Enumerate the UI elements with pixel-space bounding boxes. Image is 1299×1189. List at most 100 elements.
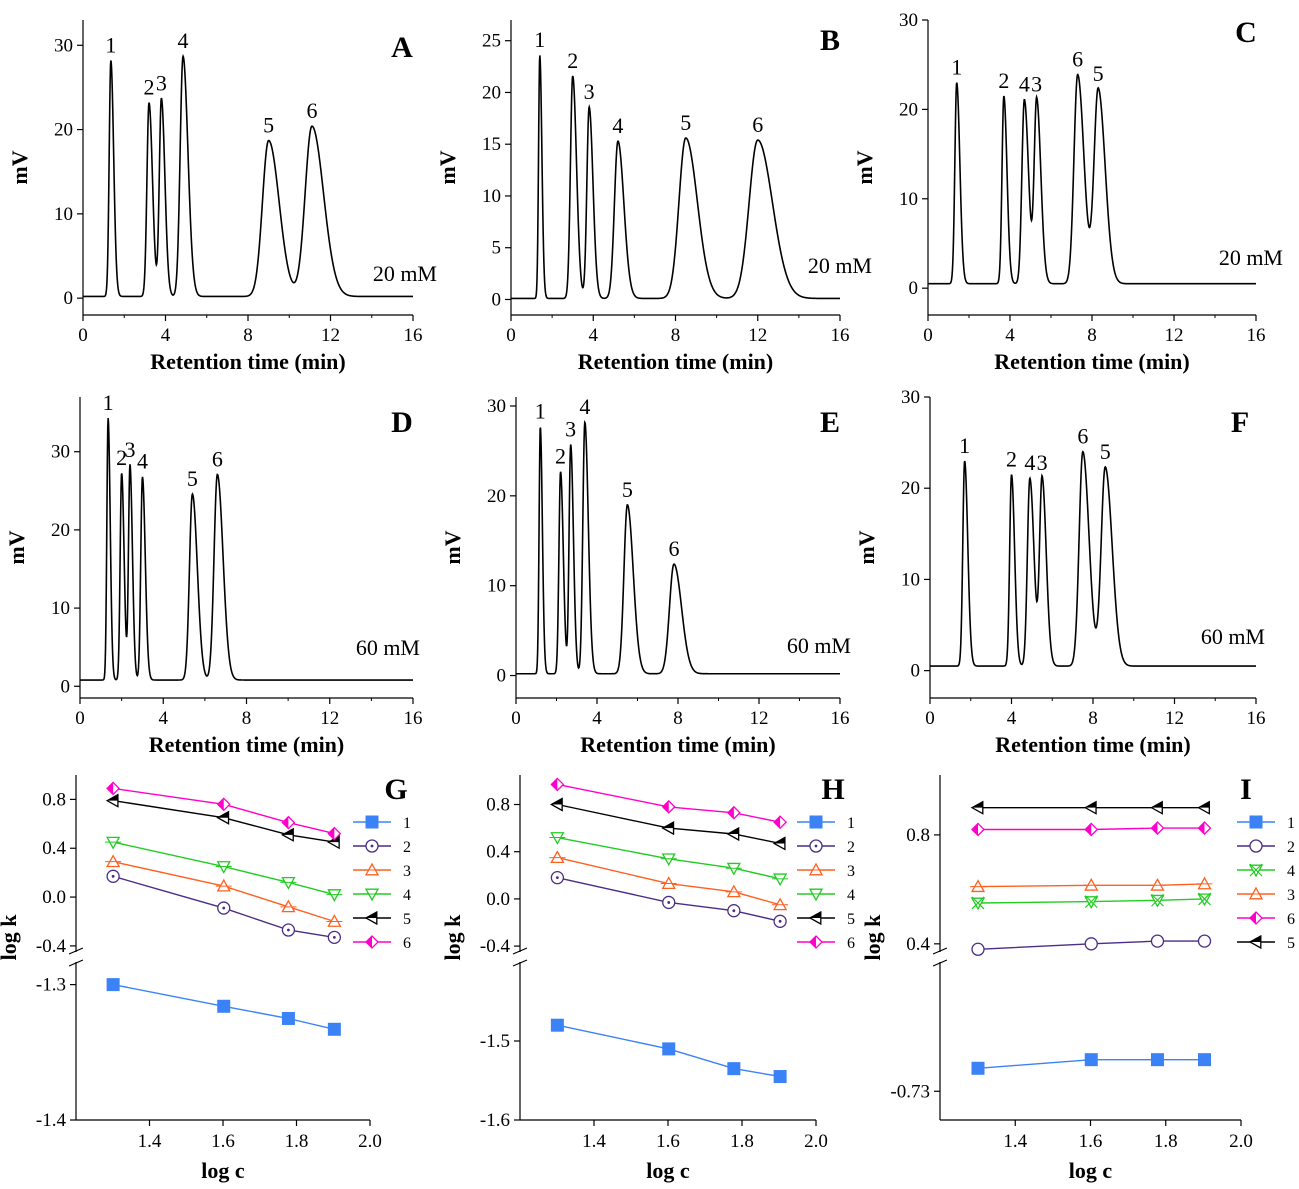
data-point bbox=[327, 914, 342, 927]
series-1 bbox=[550, 1018, 787, 1084]
x-tick-label: 1.4 bbox=[138, 1131, 162, 1152]
x-tick-label: 12 bbox=[1165, 708, 1184, 729]
series-line bbox=[112, 861, 335, 923]
data-point bbox=[1197, 934, 1212, 948]
x-tick-label: 16 bbox=[831, 708, 850, 729]
data-point-half bbox=[1250, 936, 1261, 942]
series-6 bbox=[550, 777, 788, 830]
chromatogram-trace bbox=[928, 73, 1256, 285]
data-point-half bbox=[972, 801, 983, 808]
legend-entry: 1 bbox=[1237, 815, 1295, 832]
peak-label: 6 bbox=[306, 98, 317, 123]
y-tick-label: 0.4 bbox=[906, 934, 930, 955]
x-tick-label: 1.4 bbox=[582, 1131, 606, 1152]
data-point-half bbox=[810, 912, 821, 918]
data-point-center bbox=[555, 876, 559, 880]
peak-label: 5 bbox=[187, 466, 198, 491]
panel-letter: D bbox=[391, 406, 413, 439]
series-line bbox=[112, 799, 335, 843]
data-point bbox=[217, 999, 231, 1013]
y-tick-label: 0.0 bbox=[486, 889, 510, 910]
series-line bbox=[557, 836, 781, 880]
y-axis-title: log k bbox=[860, 914, 885, 961]
x-tick-label: 0 bbox=[511, 708, 521, 729]
axis-break-mark bbox=[68, 947, 84, 955]
legend-entry: 1 bbox=[353, 815, 411, 832]
peak-label: 2 bbox=[116, 445, 127, 470]
data-point bbox=[216, 861, 231, 874]
y-tick-label: 15 bbox=[482, 134, 501, 155]
y-tick-label: -1.4 bbox=[36, 1110, 67, 1131]
x-axis-title: log c bbox=[646, 1158, 690, 1183]
x-tick-label: 4 bbox=[159, 708, 169, 729]
series-line bbox=[557, 783, 781, 823]
legend-label: 2 bbox=[403, 839, 411, 856]
legend-entry: 3 bbox=[353, 862, 411, 880]
series-line bbox=[112, 841, 335, 896]
x-tick-label: 2.0 bbox=[1229, 1131, 1253, 1152]
legend-label: 4 bbox=[403, 887, 411, 904]
peak-label: 3 bbox=[565, 417, 576, 442]
x-tick-label: 4 bbox=[592, 708, 602, 729]
peak-label: 4 bbox=[1024, 450, 1035, 475]
y-tick-label: 20 bbox=[487, 486, 506, 507]
peak-label: 6 bbox=[1077, 424, 1088, 449]
data-point-half bbox=[1198, 822, 1205, 835]
data-point bbox=[364, 888, 380, 902]
panel-letter: C bbox=[1235, 16, 1257, 49]
data-point-center bbox=[814, 844, 818, 848]
legend-label: 6 bbox=[1287, 911, 1295, 928]
series-line bbox=[112, 983, 335, 1030]
concentration-label: 60 mM bbox=[1201, 624, 1265, 649]
y-tick-label: 20 bbox=[901, 478, 920, 499]
data-point-cross bbox=[1084, 895, 1098, 909]
legend-entry: 3 bbox=[797, 862, 855, 880]
data-point bbox=[550, 832, 565, 845]
y-tick-label: 0.4 bbox=[42, 838, 66, 859]
x-tick-label: 1.8 bbox=[1154, 1131, 1178, 1152]
data-point bbox=[1197, 876, 1212, 890]
y-tick-label: 0 bbox=[492, 289, 502, 310]
peak-label: 2 bbox=[998, 68, 1009, 93]
data-point bbox=[809, 815, 823, 829]
legend-entry: 2 bbox=[797, 839, 855, 856]
data-point-half bbox=[328, 827, 335, 840]
y-tick-label: 0 bbox=[61, 676, 71, 697]
x-tick-label: 4 bbox=[589, 325, 599, 346]
data-point bbox=[971, 942, 985, 956]
y-tick-label: 0.8 bbox=[906, 825, 930, 846]
y-tick-label: -1.5 bbox=[480, 1031, 510, 1052]
x-tick-label: 0 bbox=[78, 325, 88, 346]
x-tick-label: 8 bbox=[673, 708, 683, 729]
data-point bbox=[661, 876, 676, 890]
data-point-center bbox=[667, 901, 671, 904]
legend-entry: 3 bbox=[1237, 886, 1295, 904]
peak-label: 3 bbox=[124, 437, 135, 462]
series-line bbox=[977, 883, 1205, 888]
series-3 bbox=[970, 876, 1213, 893]
concentration-label: 20 mM bbox=[808, 253, 872, 278]
data-point bbox=[971, 1061, 985, 1075]
concentration-label: 20 mM bbox=[373, 261, 437, 286]
y-tick-label: 0 bbox=[911, 661, 921, 682]
x-tick-label: 8 bbox=[671, 325, 681, 346]
x-axis-title: Retention time (min) bbox=[149, 732, 345, 757]
x-tick-label: 12 bbox=[320, 708, 339, 729]
y-tick-label: 0 bbox=[64, 288, 74, 309]
peak-label: 2 bbox=[144, 75, 155, 100]
data-point bbox=[1249, 839, 1263, 853]
series-1 bbox=[971, 1053, 1212, 1075]
peak-label: 3 bbox=[584, 79, 595, 104]
legend-entry: 4 bbox=[1237, 863, 1295, 880]
concentration-label: 60 mM bbox=[787, 633, 851, 658]
panel-letter: A bbox=[391, 31, 413, 64]
data-point-half bbox=[1085, 823, 1092, 836]
legend-entry: 5 bbox=[353, 910, 411, 928]
data-point bbox=[808, 862, 824, 876]
chromatogram-trace bbox=[516, 420, 840, 675]
legend-label: 4 bbox=[1287, 863, 1295, 880]
data-point bbox=[661, 853, 676, 867]
